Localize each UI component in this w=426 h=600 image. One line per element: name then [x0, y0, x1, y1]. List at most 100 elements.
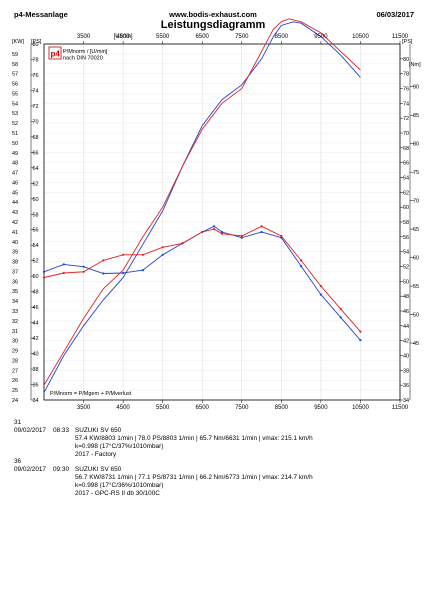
report-date: 06/03/2017 [376, 10, 414, 19]
ps-left-tick-label: 44 [33, 321, 39, 327]
data-point [181, 242, 184, 245]
data-point [359, 330, 362, 333]
kw-tick-label: 52 [12, 121, 18, 127]
kw-tick-label: 44 [12, 200, 18, 206]
run-values: 57.4 KW/8803 1/min | 78.0 PS/8803 1/min … [75, 435, 313, 442]
data-point [300, 259, 303, 262]
data-point [122, 253, 125, 256]
kw-tick-label: 28 [12, 358, 18, 364]
ps-right-tick-label: 46 [403, 309, 409, 315]
ps-left-tick-label: 74 [33, 88, 39, 94]
nm-tick-label: 50 [413, 313, 419, 319]
ps-left-tick-label: 46 [33, 305, 39, 311]
ps-left-tick-label: 50 [33, 274, 39, 280]
kw-tick-label: 45 [12, 190, 18, 196]
kw-tick-label: 24 [12, 398, 18, 404]
ps-right-tick-label: 80 [403, 57, 409, 63]
data-point [42, 270, 46, 273]
formula-note: P/Mnorm = P/Mgem + P/Mverlust [50, 391, 132, 397]
kw-tick-label: 31 [12, 329, 18, 335]
ps-right-tick-label: 42 [403, 339, 409, 345]
kw-tick-label: 33 [12, 309, 18, 315]
ps-right-tick-label: 54 [403, 250, 409, 256]
legend-line-1: P/Mnorm / [U/min] [63, 49, 108, 55]
data-point [102, 272, 105, 275]
series-power-36 [43, 18, 361, 386]
kw-tick-label: 59 [12, 52, 18, 58]
data-point [359, 339, 362, 342]
data-point [260, 225, 263, 228]
chart-axes [30, 41, 414, 403]
kw-tick-label: 30 [12, 339, 18, 345]
x-tick-label-bottom: 7500 [235, 405, 249, 411]
kw-tick-label: 35 [12, 289, 18, 295]
kw-tick-label: 56 [12, 82, 18, 88]
nm-tick-label: 75 [413, 170, 419, 176]
kw-tick-label: 25 [12, 388, 18, 394]
ps-left-tick-label: 78 [33, 57, 39, 63]
kw-tick-label: 49 [12, 151, 18, 157]
ps-left-tick-label: 72 [33, 104, 39, 110]
kw-tick-label: 47 [12, 171, 18, 177]
x-tick-label-bottom: 4500 [116, 405, 130, 411]
kw-tick-label: 39 [12, 250, 18, 256]
ps-right-tick-label: 44 [403, 324, 409, 330]
website-url: www.bodis-exhaust.com [169, 10, 257, 19]
ps-right-tick-label: 70 [403, 131, 409, 137]
data-point [220, 232, 224, 235]
x-tick-label-top: 6500 [196, 34, 210, 40]
nm-tick-label: 90 [413, 85, 419, 91]
kw-tick-label: 48 [12, 161, 18, 167]
nm-tick-label: 55 [413, 284, 419, 290]
legend-line-2: nach DIN 70020 [63, 56, 103, 62]
data-point [82, 270, 85, 273]
kw-unit-label: [KW] [12, 39, 24, 45]
chart-series [42, 18, 362, 393]
data-point [240, 236, 243, 239]
ps-left-tick-label: 68 [33, 135, 39, 141]
data-point [319, 293, 322, 296]
ps-left-tick-label: 52 [33, 259, 39, 265]
nm-tick-label: 60 [413, 256, 419, 262]
kw-tick-label: 27 [12, 368, 18, 374]
kw-tick-label: 46 [12, 180, 18, 186]
ps-left-tick-label: 40 [33, 352, 39, 358]
run-conditions: k=0.998 (17°C/37%/1010mbar) [75, 443, 164, 450]
series-line-power-31 [43, 21, 361, 393]
ps-left-unit-label: [PS] [31, 39, 42, 45]
x-tick-label-top: 8500 [275, 34, 289, 40]
ps-right-tick-label: 40 [403, 354, 409, 360]
data-point [141, 269, 144, 272]
data-point [213, 228, 216, 231]
ps-right-tick-label: 76 [403, 87, 409, 93]
data-point [339, 307, 342, 310]
ps-left-tick-label: 54 [33, 243, 39, 249]
app-name: p4-Messanlage [14, 10, 68, 19]
legend-box: p4 P/Mnorm / [U/min]nach DIN 70020 [48, 46, 108, 62]
run-info-36: 36 09/02/2017 09:30 SUZUKI SV 650 56.7 KW/… [14, 458, 414, 498]
x-tick-label-bottom: 6500 [196, 405, 210, 411]
ps-left-tick-label: 42 [33, 336, 39, 342]
data-point [141, 253, 144, 256]
run-id: 36 [14, 458, 22, 465]
run-note: 2017 - GPC-RS II db 30/100C [75, 490, 160, 497]
run-time: 09:30 [53, 466, 69, 473]
run-model: SUZUKI SV 650 [75, 427, 122, 434]
kw-tick-label: 32 [12, 319, 18, 325]
ps-right-tick-label: 36 [403, 383, 409, 389]
ps-right-tick-label: 52 [403, 265, 409, 271]
ps-left-tick-label: 38 [33, 367, 39, 373]
kw-tick-label: 43 [12, 210, 18, 216]
data-point [102, 259, 105, 262]
ps-left-tick-label: 48 [33, 290, 39, 296]
kw-tick-label: 55 [12, 91, 18, 97]
ps-right-tick-label: 74 [403, 101, 409, 107]
kw-tick-label: 50 [12, 141, 18, 147]
run-date: 09/02/2017 [14, 466, 46, 473]
p4-logo-box [48, 46, 62, 60]
kw-tick-label: 29 [12, 349, 18, 355]
x-tick-label-bottom: 3500 [77, 405, 91, 411]
ps-right-tick-label: 50 [403, 279, 409, 285]
x-tick-label-top: 7500 [235, 34, 249, 40]
data-point [240, 234, 243, 238]
